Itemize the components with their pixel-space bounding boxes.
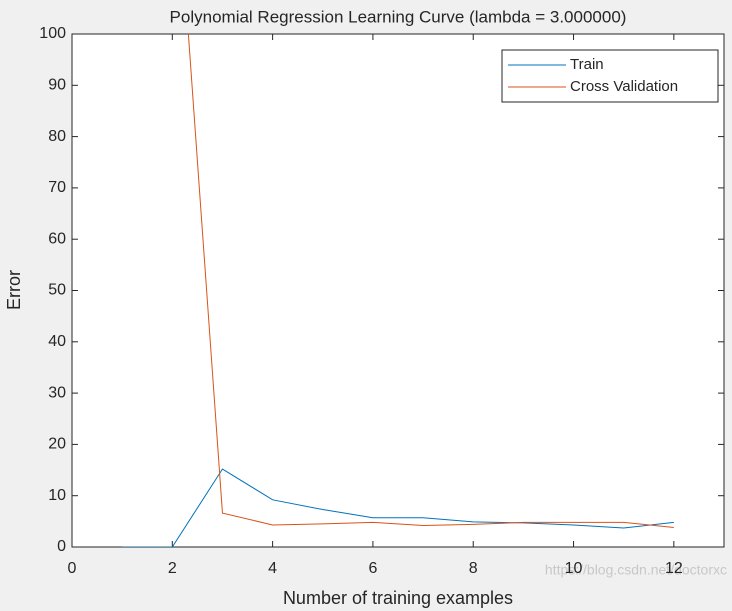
legend-label: Train: [570, 56, 604, 73]
legend: Train Cross Validation: [501, 49, 719, 103]
y-tick-label: 50: [48, 282, 66, 299]
x-tick-label: 12: [665, 560, 683, 577]
y-tick-label: 80: [48, 128, 66, 145]
x-tick-label: 4: [268, 560, 277, 577]
x-tick-label: 0: [68, 560, 77, 577]
x-axis-label: Number of training examples: [283, 588, 513, 608]
plot-lines: [122, 34, 674, 547]
plot-area: [71, 33, 725, 548]
y-tick-label: 0: [57, 538, 66, 555]
x-tick-label: 10: [565, 560, 583, 577]
line-series: [187, 34, 674, 529]
line-series: [122, 468, 674, 547]
y-tick-label: 30: [48, 384, 66, 401]
y-tick-label: 90: [48, 77, 66, 94]
y-tick-label: 100: [39, 25, 66, 42]
y-tick-label: 60: [48, 230, 66, 247]
x-tick-label: 8: [469, 560, 478, 577]
legend-label: Cross Validation: [570, 78, 678, 95]
x-tick-label: 6: [368, 560, 377, 577]
y-tick-label: 70: [48, 179, 66, 196]
y-tick-label: 40: [48, 333, 66, 350]
x-tick-label: 2: [168, 560, 177, 577]
y-tick-label: 20: [48, 436, 66, 453]
watermark: https://blog.csdn.net/doctorxc: [545, 562, 727, 578]
chart-title: Polynomial Regression Learning Curve (la…: [170, 7, 627, 26]
legend-box: [501, 49, 719, 103]
y-axis-label: Error: [4, 270, 24, 310]
y-tick-label: 10: [48, 487, 66, 504]
